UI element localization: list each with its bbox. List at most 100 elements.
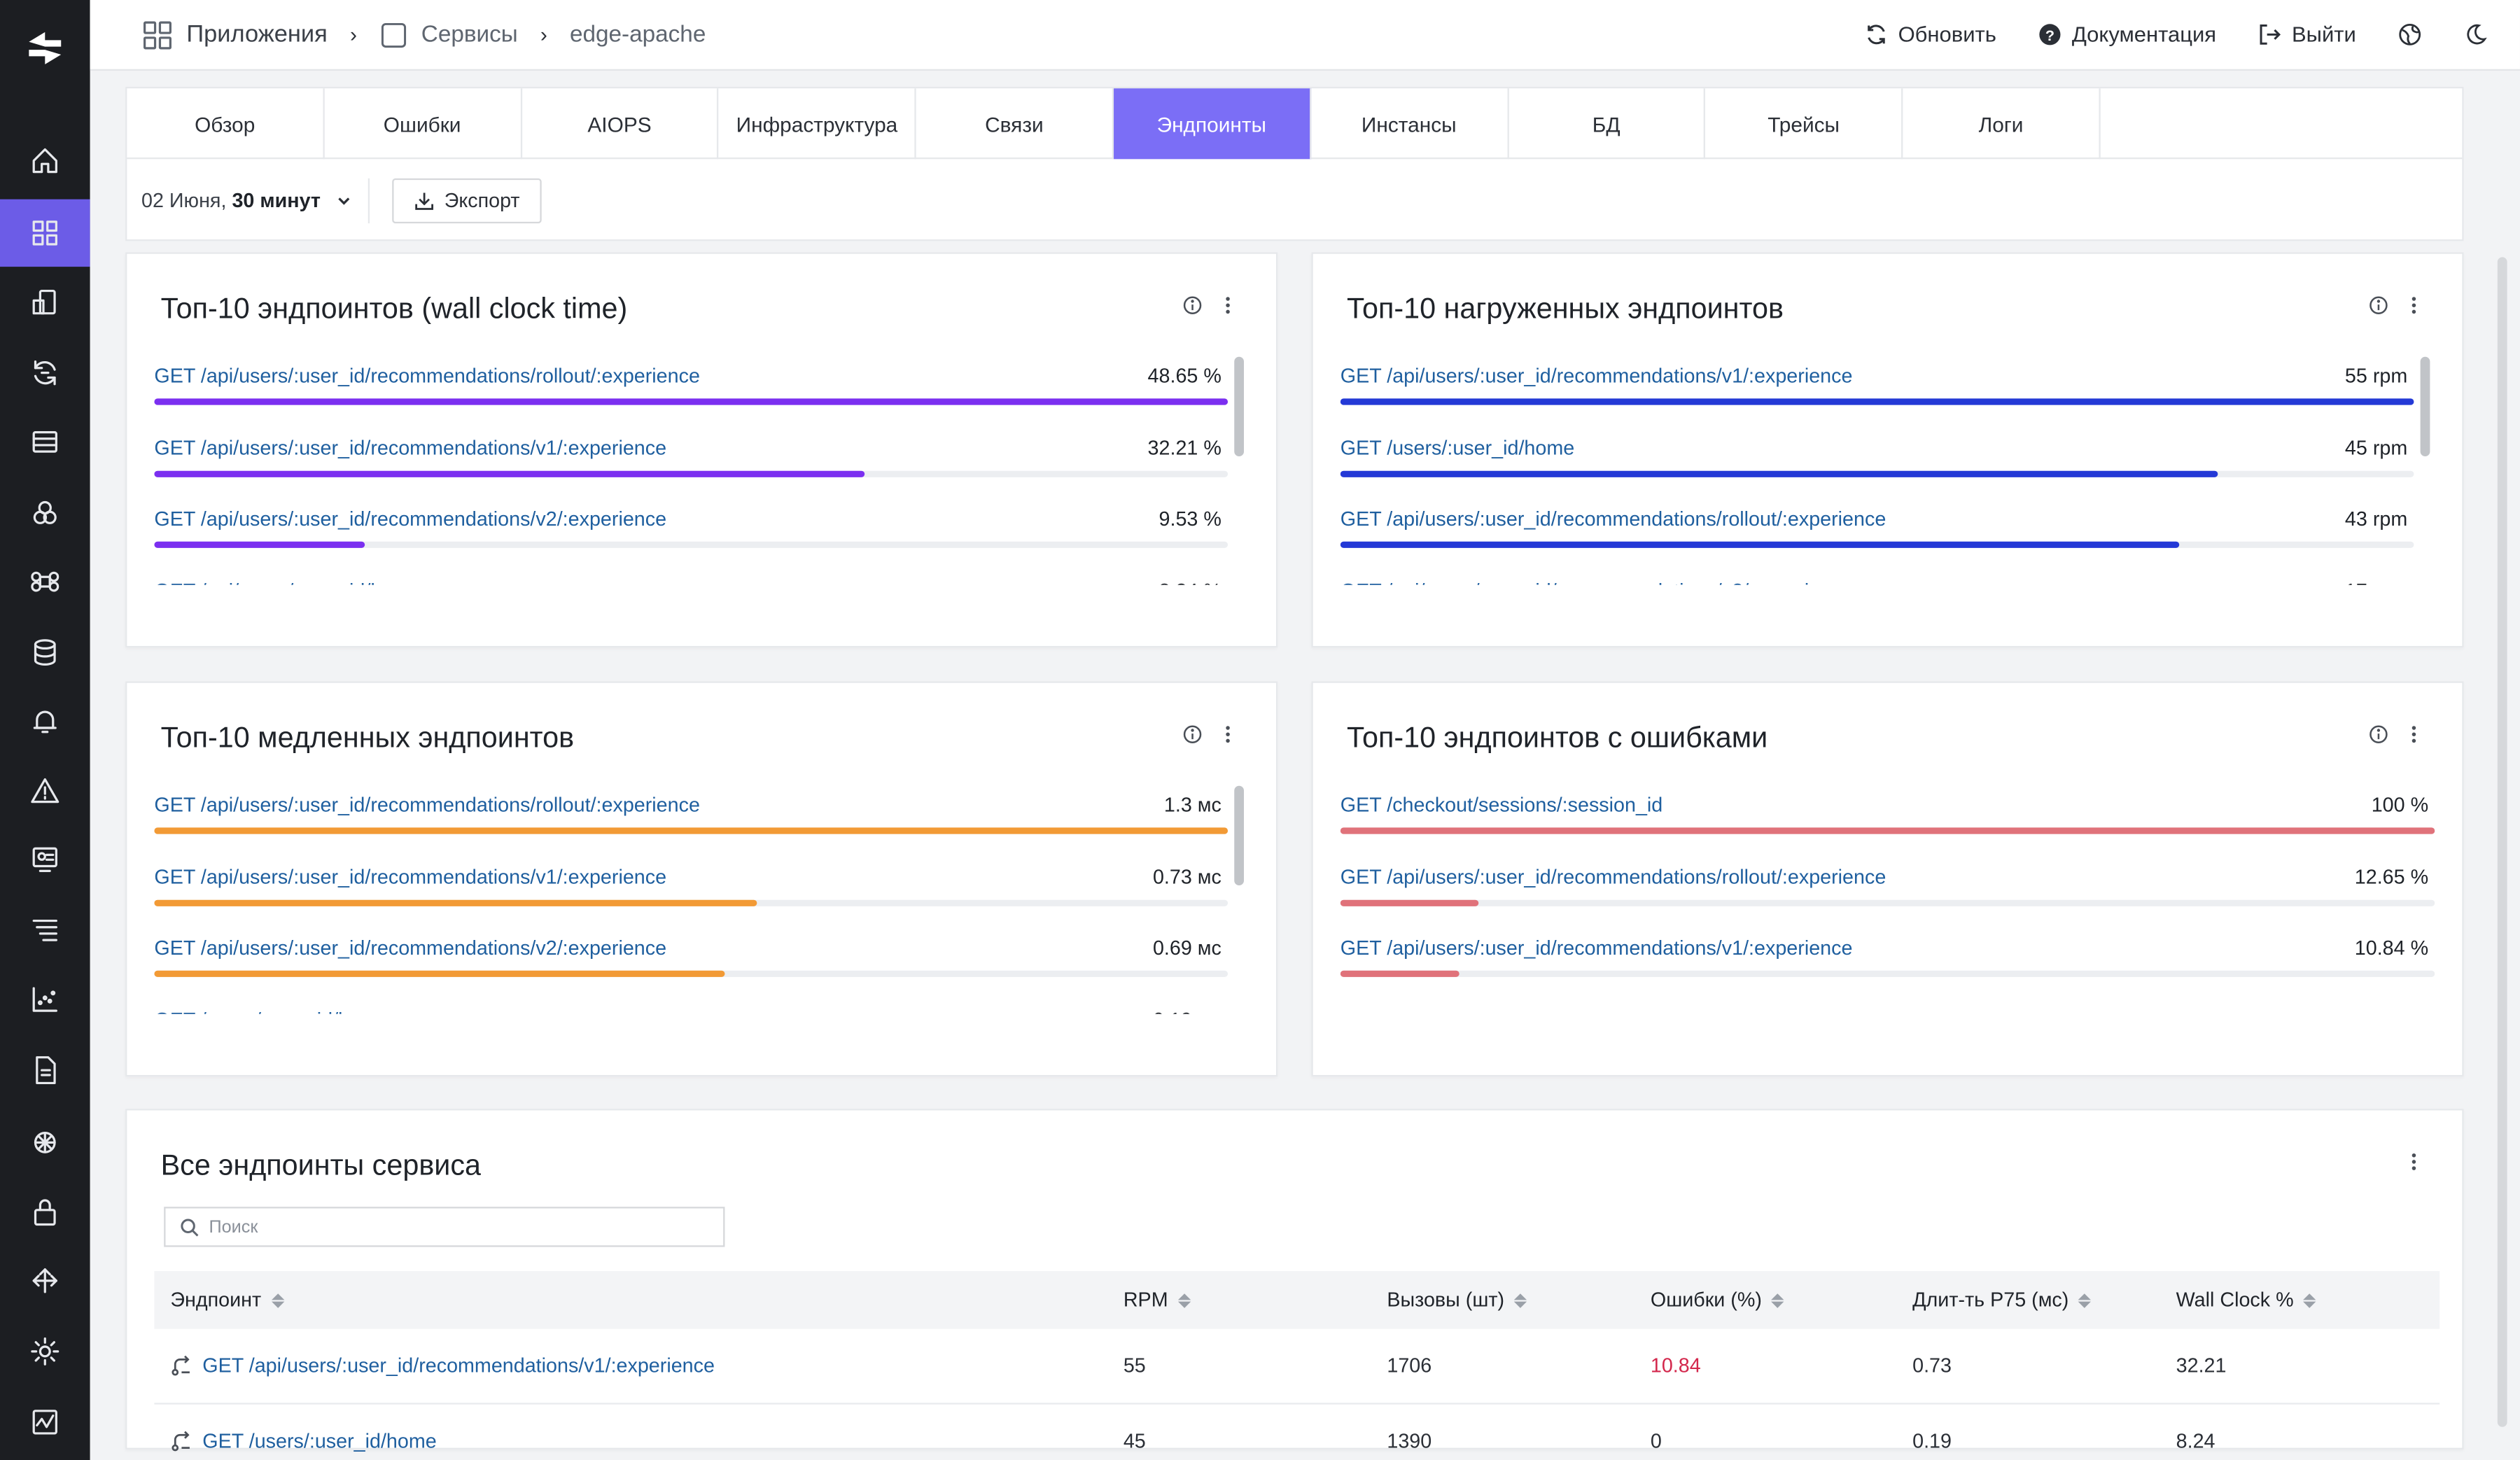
bar-track bbox=[1340, 470, 2414, 477]
card-scrollbar[interactable] bbox=[2420, 353, 2430, 578]
sidebar-item-list[interactable] bbox=[0, 895, 90, 962]
tab-1[interactable]: Ошибки bbox=[324, 88, 522, 160]
sidebar-item-lock[interactable] bbox=[0, 1178, 90, 1245]
endpoint-link[interactable]: GET /api/users/:user_id/recommendations/… bbox=[154, 365, 700, 388]
endpoint-link[interactable]: GET /api/users/:user_id/recommendations/… bbox=[1340, 580, 1853, 585]
sort-icon[interactable] bbox=[2303, 1293, 2316, 1307]
breadcrumb-apps[interactable]: Приложения bbox=[186, 20, 328, 48]
theme-toggle[interactable] bbox=[2464, 22, 2488, 46]
tab-8[interactable]: Трейсы bbox=[1706, 88, 1903, 160]
tab-2[interactable]: AIOPS bbox=[522, 88, 720, 160]
sidebar-item-device[interactable] bbox=[0, 268, 90, 335]
bar-fill bbox=[1340, 398, 2414, 405]
page-scrollbar[interactable] bbox=[2497, 257, 2507, 1427]
endpoint-link[interactable]: GET /api/users/:user_id/recommendations/… bbox=[1340, 365, 1853, 388]
sidebar-item-database[interactable] bbox=[0, 619, 90, 686]
sidebar-item-bell[interactable] bbox=[0, 688, 90, 755]
endpoint-link[interactable]: GET /users/:user_id/home bbox=[1340, 436, 1575, 459]
endpoint-link[interactable]: GET /api/users/:user_id/recommendations/… bbox=[202, 1354, 715, 1377]
endpoint-link[interactable]: GET /users/:user_id/home bbox=[154, 1009, 388, 1014]
more-vertical-icon[interactable] bbox=[2404, 1152, 2424, 1172]
info-icon[interactable] bbox=[2369, 724, 2388, 744]
tab-9[interactable]: Логи bbox=[1903, 88, 2101, 160]
endpoint-link[interactable]: GET /api/users/:user_id/recommendations/… bbox=[154, 436, 667, 459]
card-scrollbar[interactable] bbox=[1234, 353, 1245, 578]
column-header[interactable]: Длит-ть P75 (мс) bbox=[1912, 1289, 2176, 1311]
endpoint-link[interactable]: GET /api/users/:user_id/recommendations/… bbox=[154, 865, 667, 888]
sidebar-item-network[interactable] bbox=[0, 1109, 90, 1176]
sort-icon[interactable] bbox=[1177, 1293, 1191, 1307]
sort-icon[interactable] bbox=[1771, 1293, 1785, 1307]
column-header[interactable]: Wall Clock % bbox=[2176, 1289, 2440, 1311]
scrollbar-thumb[interactable] bbox=[1234, 785, 1245, 886]
more-vertical-icon[interactable] bbox=[1218, 724, 1238, 744]
more-vertical-icon[interactable] bbox=[2404, 295, 2424, 315]
endpoint-link[interactable]: GET /api/users/:user_id/recommendations/… bbox=[154, 936, 667, 960]
bar-row: GET /api/users/:user_id/recommendations/… bbox=[1340, 360, 2414, 431]
sort-icon[interactable] bbox=[2078, 1293, 2092, 1307]
more-vertical-icon[interactable] bbox=[1218, 295, 1238, 315]
endpoint-value: 9.53 % bbox=[1158, 507, 1222, 531]
scrollbar-thumb[interactable] bbox=[2420, 356, 2430, 457]
column-header[interactable]: RPM bbox=[1124, 1289, 1387, 1311]
activity-icon bbox=[32, 1410, 57, 1435]
docs-label: Документация bbox=[2071, 22, 2217, 47]
endpoint-link[interactable]: GET /api/users/:user_id/recommendations/… bbox=[1340, 936, 1853, 960]
bar-track bbox=[154, 970, 1228, 977]
date-range-picker[interactable]: 02 Июня, 30 минут bbox=[141, 178, 371, 224]
sidebar-item-server[interactable] bbox=[0, 408, 90, 475]
column-header[interactable]: Эндпоинт bbox=[154, 1289, 1123, 1311]
tab-7[interactable]: БД bbox=[1508, 88, 1706, 160]
endpoint-link[interactable]: GET /api/users/:user_id/recommendations/… bbox=[154, 507, 667, 531]
export-button[interactable]: Экспорт bbox=[393, 178, 542, 224]
cell-p75: 0.73 bbox=[1912, 1354, 1952, 1377]
sidebar-item-apps-grid[interactable] bbox=[0, 199, 90, 267]
sidebar-item-document[interactable] bbox=[0, 1037, 90, 1104]
sidebar-item-command[interactable] bbox=[0, 548, 90, 615]
bar-row: GET /api/users/:user_id/recommendations/… bbox=[154, 932, 1228, 1004]
endpoint-value: 1.3 мс bbox=[1163, 794, 1222, 817]
search-input[interactable] bbox=[209, 1217, 692, 1237]
info-icon[interactable] bbox=[1183, 295, 1203, 315]
tab-4[interactable]: Связи bbox=[916, 88, 1114, 160]
app-logo-icon[interactable] bbox=[22, 26, 67, 71]
info-icon[interactable] bbox=[2369, 295, 2388, 315]
endpoint-link[interactable]: GET /users/:user_id/home bbox=[202, 1430, 437, 1453]
tab-5[interactable]: Эндпоинты bbox=[1114, 88, 1311, 160]
column-header[interactable]: Вызовы (шт) bbox=[1387, 1289, 1651, 1311]
sidebar-item-gear[interactable] bbox=[0, 1318, 90, 1385]
sidebar-item-home[interactable] bbox=[0, 127, 90, 194]
refresh-button[interactable]: Обновить bbox=[1864, 22, 1996, 47]
tab-0[interactable]: Обзор bbox=[127, 88, 325, 160]
sort-icon[interactable] bbox=[270, 1293, 284, 1307]
breadcrumb-services[interactable]: Сервисы bbox=[421, 21, 518, 48]
sidebar-item-routes[interactable] bbox=[0, 1247, 90, 1314]
breadcrumb: Приложения › Сервисы › edge-apache bbox=[90, 18, 706, 50]
endpoint-value: 0.69 мс bbox=[1152, 936, 1222, 960]
endpoint-link[interactable]: GET /api/users/:user_id/recommendations/… bbox=[1340, 865, 1886, 888]
sidebar-item-activity[interactable] bbox=[0, 1389, 90, 1456]
docs-button[interactable]: ? Документация bbox=[2038, 22, 2217, 47]
bar-fill bbox=[1340, 541, 2180, 548]
endpoint-link[interactable]: GET /checkout/sessions/:session_id bbox=[1340, 794, 1663, 817]
endpoint-link[interactable]: GET /api/users/:user_id/recommendations/… bbox=[1340, 507, 1886, 531]
sort-icon[interactable] bbox=[1513, 1293, 1527, 1307]
tab-3[interactable]: Инфраструктура bbox=[719, 88, 917, 160]
sidebar-item-warning[interactable] bbox=[0, 757, 90, 824]
card-scrollbar[interactable] bbox=[1234, 782, 1245, 1007]
scrollbar-thumb[interactable] bbox=[1234, 356, 1245, 457]
card-title: Топ-10 эндпоинтов с ошибками bbox=[1346, 721, 1768, 754]
language-button[interactable] bbox=[2398, 22, 2421, 46]
column-header[interactable]: Ошибки (%) bbox=[1651, 1289, 1912, 1311]
more-vertical-icon[interactable] bbox=[2404, 724, 2424, 744]
endpoint-link[interactable]: GET /api/users/:user_id/home bbox=[154, 580, 421, 585]
sidebar-item-chart[interactable] bbox=[0, 966, 90, 1033]
sidebar-item-monitor[interactable] bbox=[0, 826, 90, 893]
sidebar-item-sync[interactable] bbox=[0, 339, 90, 406]
endpoint-link[interactable]: GET /api/users/:user_id/recommendations/… bbox=[154, 794, 700, 817]
tab-6[interactable]: Инстансы bbox=[1311, 88, 1508, 160]
endpoint-value: 45 rpm bbox=[2344, 436, 2408, 459]
info-icon[interactable] bbox=[1183, 724, 1203, 744]
logout-button[interactable]: Выйти bbox=[2258, 22, 2356, 47]
sidebar-item-hexagons[interactable] bbox=[0, 479, 90, 546]
